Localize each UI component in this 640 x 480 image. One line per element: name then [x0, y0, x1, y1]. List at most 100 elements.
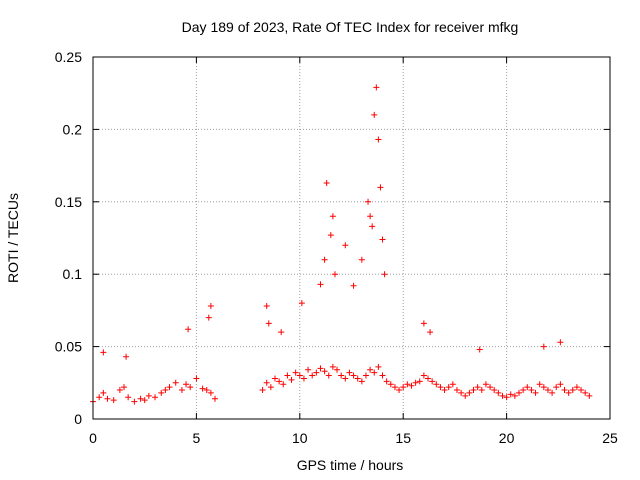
data-point [342, 242, 349, 249]
data-point [367, 213, 374, 220]
data-point [429, 378, 436, 385]
data-point [453, 387, 460, 394]
data-point [205, 314, 212, 321]
data-point [271, 375, 278, 382]
data-points [90, 84, 593, 405]
data-point [331, 271, 338, 278]
data-point [569, 387, 576, 394]
data-point [503, 394, 510, 401]
data-point [462, 392, 469, 399]
data-point [183, 381, 190, 388]
data-point [511, 392, 518, 399]
data-point [520, 387, 527, 394]
data-point [470, 387, 477, 394]
data-point [482, 381, 489, 388]
data-point [499, 392, 506, 399]
data-point [553, 384, 560, 391]
y-tick-label: 0.05 [55, 339, 82, 355]
data-point [437, 384, 444, 391]
data-point [298, 300, 305, 307]
data-point [121, 384, 128, 391]
data-point [487, 384, 494, 391]
data-point [265, 320, 272, 327]
data-point [491, 387, 498, 394]
data-point [425, 375, 432, 382]
data-point [162, 387, 169, 394]
data-point [329, 363, 336, 370]
data-point [391, 384, 398, 391]
data-point [325, 372, 332, 379]
data-point [350, 372, 357, 379]
data-point [358, 378, 365, 385]
data-point [358, 256, 365, 263]
data-point [420, 372, 427, 379]
y-axis-label: ROTI / TECUs [5, 193, 21, 283]
x-tick-label: 0 [89, 430, 97, 446]
data-point [338, 372, 345, 379]
data-point [478, 387, 485, 394]
data-point [449, 381, 456, 388]
data-point [346, 369, 353, 376]
data-point [367, 366, 374, 373]
data-point [416, 378, 423, 385]
data-point [100, 349, 107, 356]
data-point [100, 389, 107, 396]
y-tick-label: 0.2 [63, 121, 83, 137]
chart-title: Day 189 of 2023, Rate Of TEC Index for r… [182, 19, 519, 35]
y-tick-label: 0.15 [55, 194, 82, 210]
data-point [123, 353, 130, 360]
data-point [495, 389, 502, 396]
data-point [379, 372, 386, 379]
data-point [313, 369, 320, 376]
x-tick-label: 20 [499, 430, 515, 446]
data-point [110, 397, 117, 404]
data-point [354, 375, 361, 382]
data-point [158, 389, 165, 396]
axis-ticks: 0 5 10 15 20 25 0 0.05 0.1 0.15 0.2 0.25 [55, 49, 618, 446]
data-point [259, 387, 266, 394]
x-tick-label: 25 [602, 430, 618, 446]
data-point [166, 384, 173, 391]
data-point [387, 381, 394, 388]
data-point [365, 198, 372, 205]
data-point [288, 376, 295, 383]
x-tick-label: 15 [395, 430, 411, 446]
data-point [532, 389, 539, 396]
data-point [557, 381, 564, 388]
data-point [404, 381, 411, 388]
data-point [317, 365, 324, 372]
data-point [375, 363, 382, 370]
data-point [145, 392, 152, 399]
data-point [199, 385, 206, 392]
data-point [317, 281, 324, 288]
data-point [185, 326, 192, 333]
data-point [263, 379, 270, 386]
data-point [371, 369, 378, 376]
data-point [383, 378, 390, 385]
data-point [557, 339, 564, 346]
data-point [276, 378, 283, 385]
x-axis-label: GPS time / hours [297, 457, 404, 473]
data-point [582, 389, 589, 396]
data-point [172, 379, 179, 386]
data-point [573, 384, 580, 391]
data-point [284, 372, 291, 379]
data-point [528, 387, 535, 394]
data-point [540, 384, 547, 391]
data-point [280, 381, 287, 388]
data-point [412, 379, 419, 386]
data-point [342, 375, 349, 382]
data-point [152, 394, 159, 401]
data-point [373, 84, 380, 91]
data-point [207, 389, 214, 396]
data-point [116, 387, 123, 394]
data-point [350, 282, 357, 289]
data-point [305, 366, 312, 373]
data-point [137, 395, 144, 402]
grid-lines [93, 57, 610, 419]
data-point [561, 387, 568, 394]
data-point [396, 387, 403, 394]
data-point [379, 236, 386, 243]
data-point [362, 372, 369, 379]
